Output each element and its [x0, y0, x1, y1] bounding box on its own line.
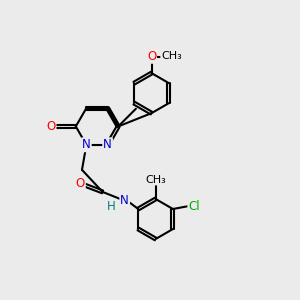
Text: N: N: [103, 138, 112, 151]
Text: O: O: [46, 120, 56, 133]
Text: O: O: [147, 50, 156, 63]
Text: Cl: Cl: [188, 200, 200, 212]
Text: H: H: [107, 200, 116, 212]
Text: N: N: [82, 138, 91, 151]
Text: O: O: [76, 177, 85, 190]
Text: CH₃: CH₃: [161, 51, 182, 61]
Text: CH₃: CH₃: [145, 175, 166, 185]
Text: N: N: [120, 194, 129, 207]
